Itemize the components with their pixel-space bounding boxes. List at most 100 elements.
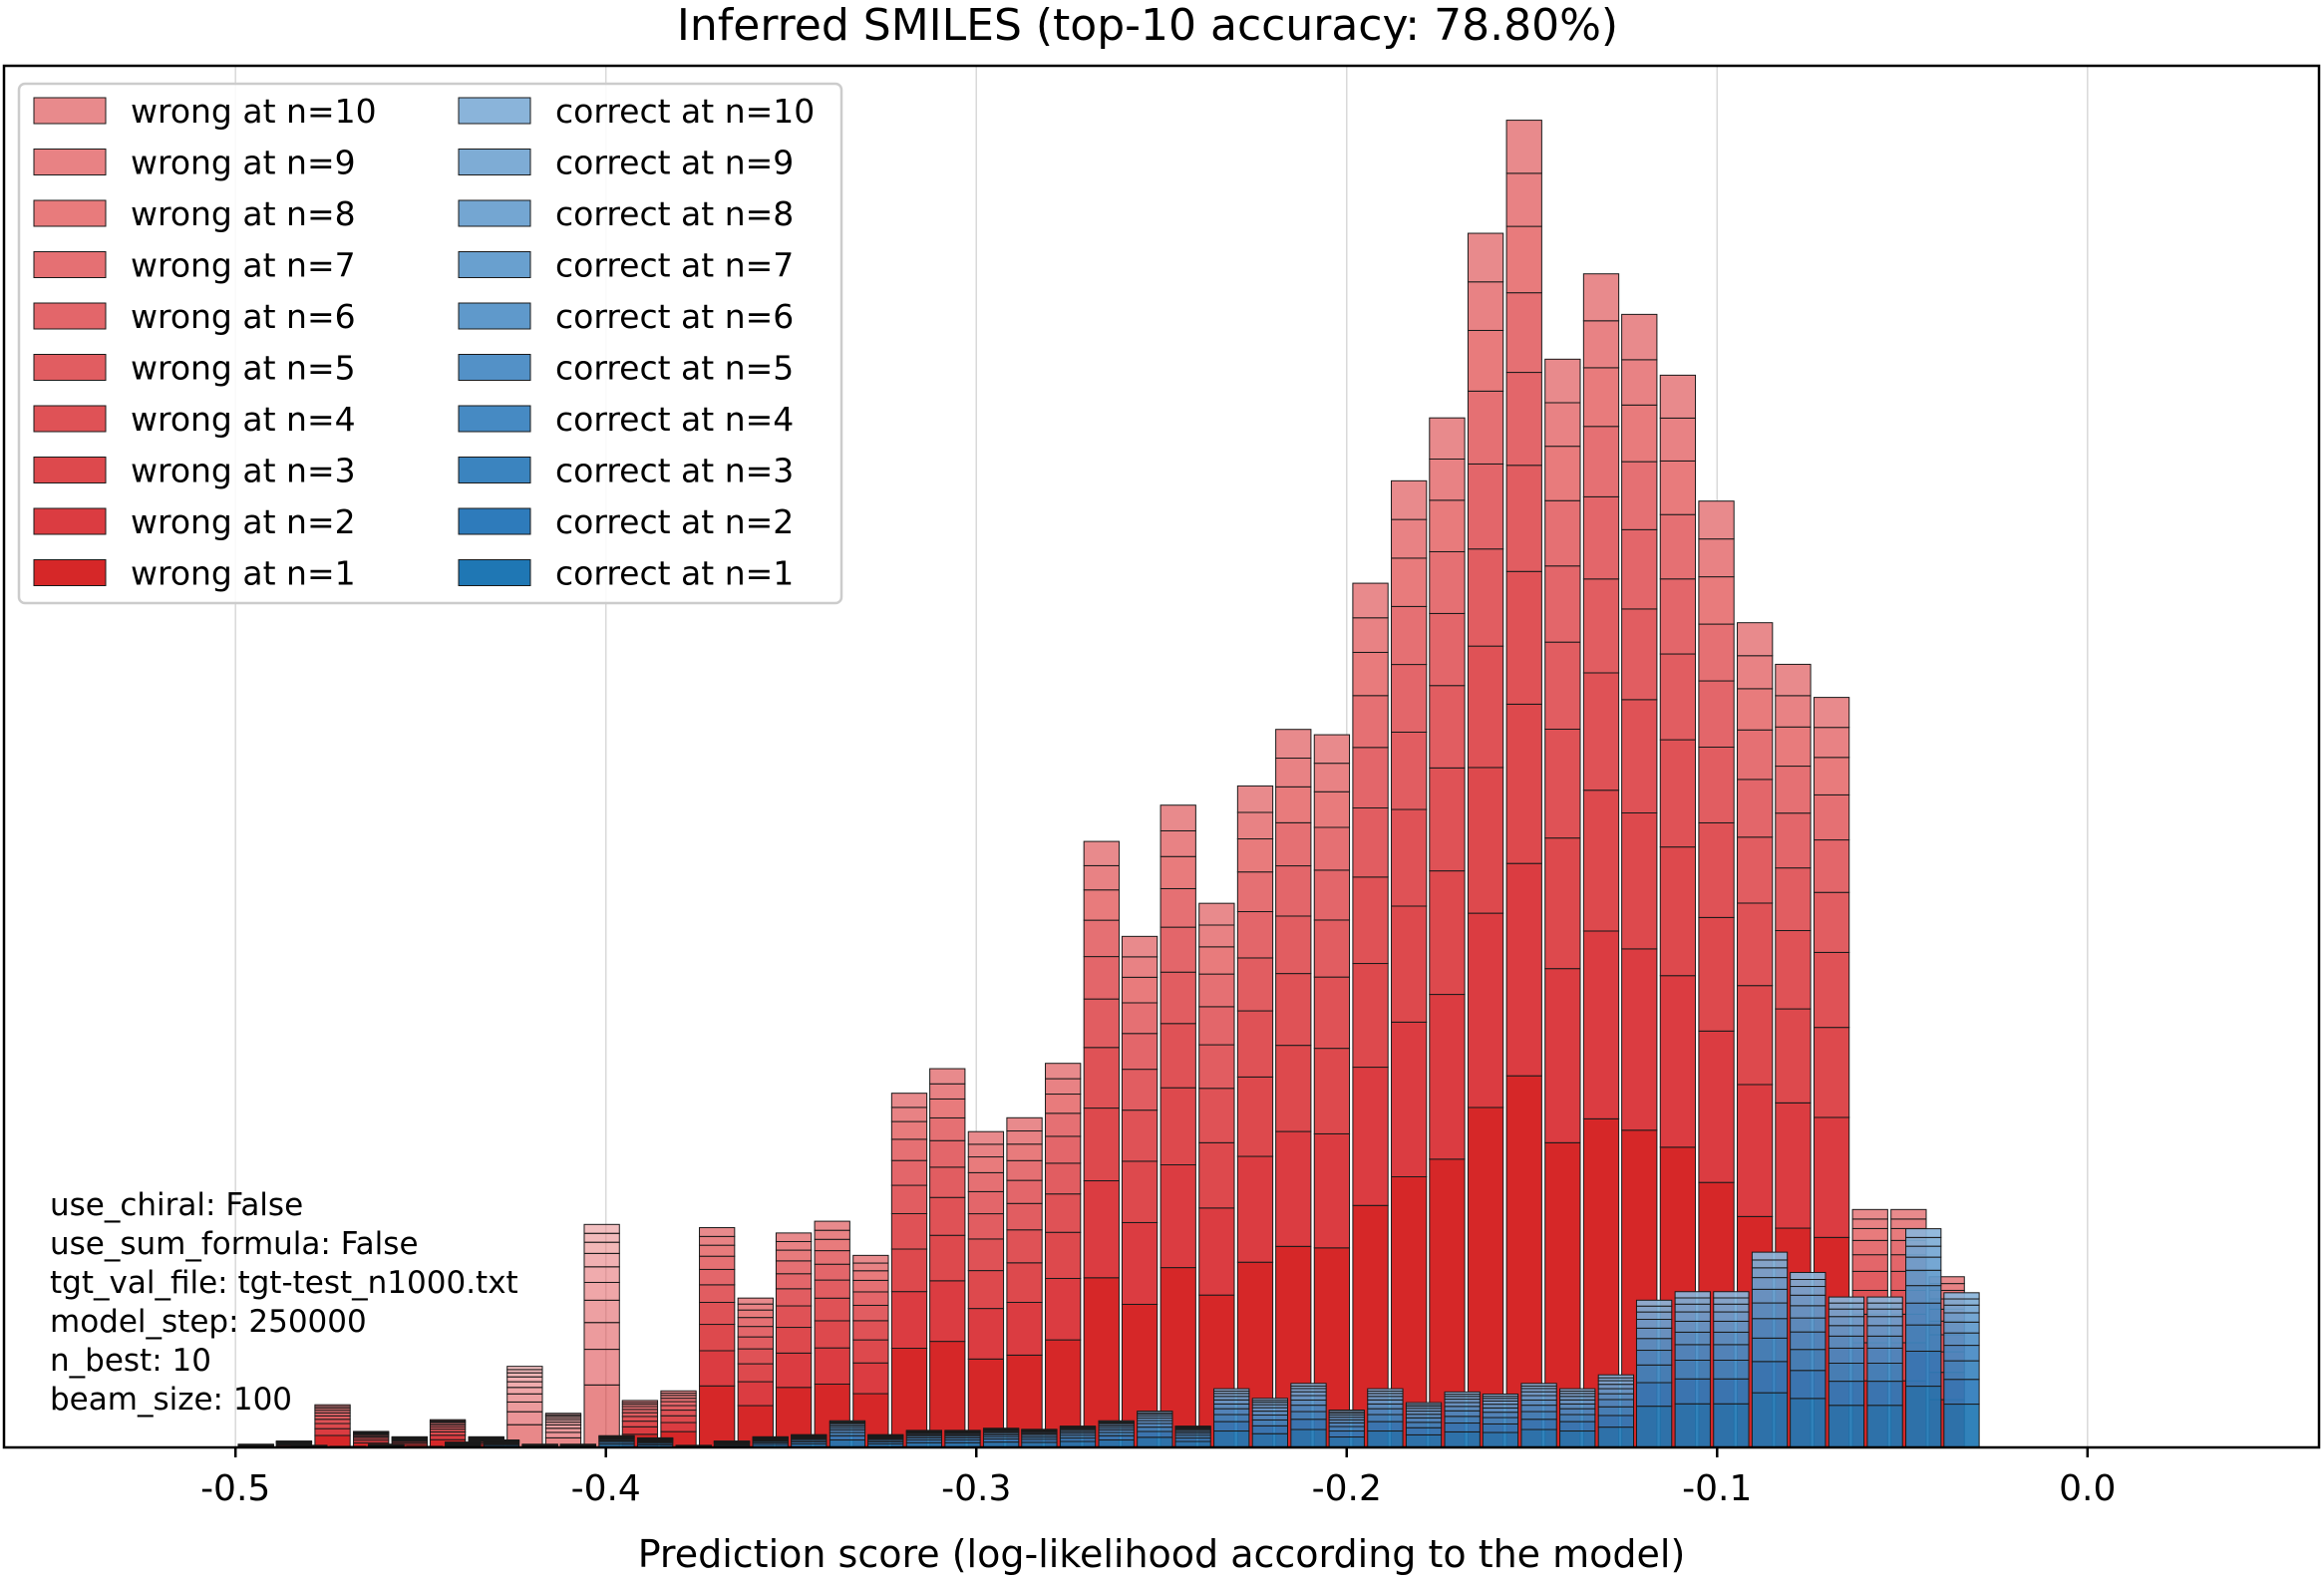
wrong-bar-segment [1007,1117,1042,1130]
correct-bar-segment [1675,1304,1710,1312]
correct-legend-swatch [459,458,530,483]
correct-legend-label: correct at n=3 [555,452,794,490]
wrong-bar-segment [700,1228,735,1237]
correct-bar-segment [1252,1399,1287,1401]
wrong-bar-segment [738,1298,773,1304]
correct-bar-segment [1714,1404,1749,1447]
wrong-bar-segment [1314,1049,1349,1134]
wrong-bar-segment [354,1431,389,1432]
wrong-bar-segment [507,1402,542,1412]
wrong-legend-label: wrong at n=3 [131,452,356,490]
wrong-bar-segment [1199,1208,1234,1295]
wrong-bar-segment [1276,759,1311,788]
wrong-legend-label: wrong at n=2 [131,502,356,541]
wrong-bar-segment [1353,583,1388,618]
wrong-bar-segment [1314,1133,1349,1247]
wrong-bar-segment [1046,1113,1081,1136]
correct-bar-segment [1368,1422,1403,1430]
wrong-bar-segment [584,1233,619,1242]
wrong-bar-segment [1122,1222,1157,1304]
wrong-bar-segment [1545,642,1580,729]
correct-bar-segment [906,1430,941,1431]
correct-bar-segment [1175,1426,1210,1427]
wrong-bar-segment [507,1388,542,1395]
wrong-bar-segment [1353,618,1388,653]
wrong-bar-segment [1161,830,1195,856]
correct-bar-segment [1099,1421,1134,1422]
wrong-bar-segment [1276,916,1311,974]
wrong-bar-segment [584,1224,619,1233]
correct-bar-segment [1944,1313,1979,1322]
wrong-bar-segment [1660,461,1695,514]
wrong-bar-segment [584,1253,619,1266]
wrong-bar-segment [1314,870,1349,920]
wrong-bar-segment [1699,577,1734,624]
wrong-bar-segment [1314,977,1349,1048]
correct-bar-segment [1060,1426,1095,1427]
wrong-bar-segment [968,1172,1003,1191]
wrong-bar-segment [968,1157,1003,1173]
wrong-bar-segment [1314,764,1349,792]
correct-bar-segment [1828,1326,1863,1337]
correct-legend-swatch [459,98,530,124]
wrong-bar-segment [738,1337,773,1349]
wrong-bar-segment [1622,529,1657,609]
wrong-bar-segment [891,1121,926,1139]
wrong-bar-segment [1353,1068,1388,1206]
correct-bar-segment [1828,1363,1863,1381]
correct-bar-segment [1560,1415,1595,1422]
wrong-bar-segment [853,1321,888,1340]
wrong-bar-segment [507,1373,542,1377]
wrong-bar-segment [1237,872,1272,912]
wrong-legend-label: wrong at n=4 [131,400,356,439]
correct-bar-segment [1791,1295,1826,1306]
wrong-bar-segment [1161,888,1195,927]
correct-bar-segment [1521,1384,1556,1387]
wrong-bar-segment [507,1394,542,1402]
wrong-bar-segment [1084,999,1119,1048]
wrong-bar-segment [968,1191,1003,1213]
correct-bar-segment [1828,1406,1863,1447]
wrong-bar-segment [1506,466,1541,572]
wrong-bar-segment [1622,609,1657,700]
wrong-bar-segment [507,1382,542,1388]
wrong-bar-segment [1314,792,1349,827]
correct-legend-label: correct at n=8 [555,194,794,233]
wrong-bar-segment [1392,519,1427,558]
run-info-line: use_sum_formula: False [50,1226,419,1262]
correct-bar-segment [1944,1299,1979,1305]
wrong-bar-segment [1738,780,1773,837]
wrong-bar-segment [1046,1079,1081,1094]
wrong-bar-segment [1545,359,1580,403]
correct-bar-segment [1291,1400,1326,1405]
wrong-bar-segment [1314,920,1349,977]
wrong-legend-label: wrong at n=5 [131,349,356,388]
wrong-bar-segment [1161,1088,1195,1164]
wrong-bar-segment [1084,1181,1119,1278]
correct-bar-segment [1214,1400,1249,1404]
wrong-bar-segment [507,1412,542,1425]
run-info-line: model_step: 250000 [50,1304,367,1340]
correct-bar-segment [1675,1321,1710,1332]
wrong-bar-segment [853,1255,888,1263]
wrong-bar-segment [1084,1048,1119,1108]
wrong-bar-segment [1738,1085,1773,1216]
correct-bar-segment [1867,1363,1902,1381]
wrong-bar-segment [1199,1007,1234,1045]
wrong-bar-segment [1776,813,1811,868]
wrong-bar-segment [1622,405,1657,462]
correct-bar-segment [830,1435,864,1439]
wrong-bar-segment [776,1353,811,1387]
correct-bar-segment [1636,1407,1671,1447]
wrong-bar-segment [1276,787,1311,822]
wrong-bar-segment [1738,656,1773,689]
correct-bar-segment [1406,1415,1441,1419]
wrong-bar-segment [430,1431,465,1434]
correct-bar-segment [1675,1292,1710,1298]
correct-bar-segment [1752,1268,1787,1278]
correct-bar-segment [1598,1394,1633,1400]
wrong-bar-segment [700,1269,735,1284]
correct-bar-segment [1445,1403,1480,1407]
